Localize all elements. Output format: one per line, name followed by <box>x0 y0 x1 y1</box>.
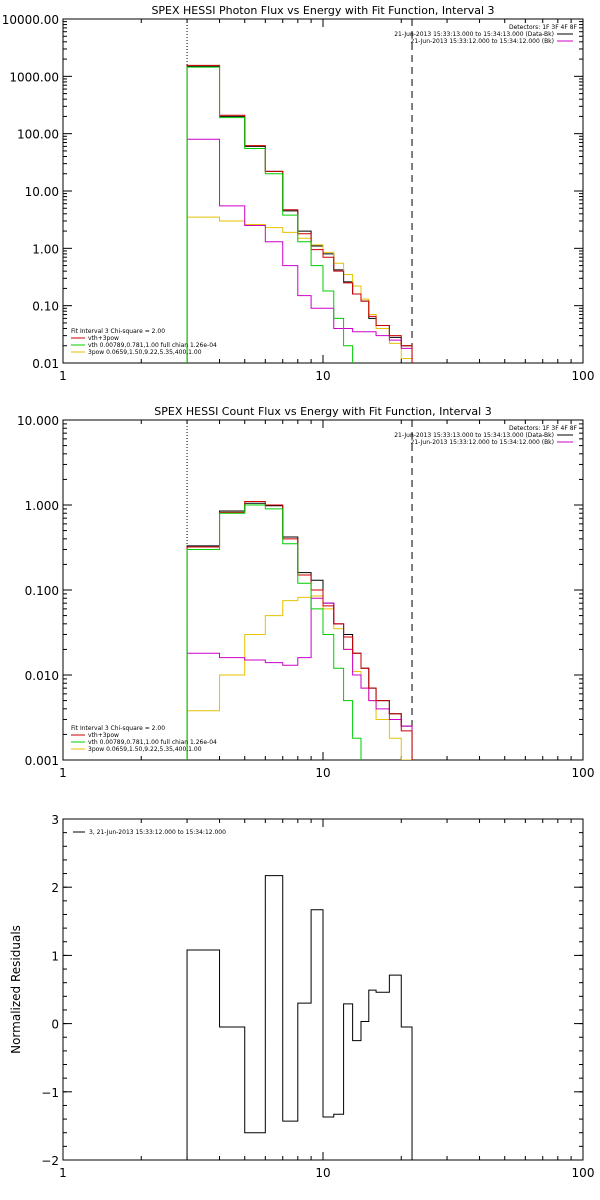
y-tick-label: 2 <box>51 881 59 895</box>
y-tick-label: 0.01 <box>32 357 59 371</box>
fit-legend-header: Fit Interval 3 Chi-square = 2.00 <box>71 725 165 732</box>
legend-entry: 3, 21-Jun-2013 15:33:12.000 to 15:34:12.… <box>89 829 226 836</box>
chart-panel-1: SPEX HESSI Photon Flux vs Energy with Fi… <box>2 4 595 383</box>
fit-legend-entry: vth 0.00789,0.781,1.00 full chian 1.26e-… <box>88 342 217 349</box>
x-tick-label: 1 <box>59 1166 67 1180</box>
series-step-line <box>186 502 413 760</box>
y-tick-label: 10.00 <box>25 185 59 199</box>
chart-title: SPEX HESSI Photon Flux vs Energy with Fi… <box>151 4 494 17</box>
y-tick-label: 0.100 <box>25 584 59 598</box>
fit-legend-entry: vth 0.00789,0.781,1.00 full chian 1.26e-… <box>88 739 217 746</box>
y-axis-label: Normalized Residuals <box>9 925 23 1054</box>
series-step-line <box>186 138 413 363</box>
legend-entry: 21-Jun-2013 15:33:13.000 to 15:34:13.000… <box>394 31 554 38</box>
y-tick-label: 1.00 <box>32 242 59 256</box>
series-step-line <box>186 875 413 1160</box>
legend-header: Detectors: 1F 3F 4F 8F <box>509 24 578 31</box>
y-tick-label: 0.10 <box>32 300 59 314</box>
chart-panel-3: 1 10 100 −2 −1 0 1 2 3 Normalized Residuals 3, 21-… <box>9 813 594 1180</box>
chart-panel-2: SPEX HESSI Count Flux vs Energy with Fit… <box>17 405 595 780</box>
series-step-line <box>186 595 413 760</box>
y-tick-label: 0.001 <box>25 754 59 768</box>
y-tick-label: −1 <box>41 1086 59 1100</box>
x-tick-label: 100 <box>572 1166 595 1180</box>
y-tick-label: −2 <box>41 1154 59 1168</box>
x-tick-label: 1 <box>59 766 67 780</box>
x-tick-label: 10 <box>315 766 330 780</box>
fit-legend-entry: vth+3pow <box>88 732 119 739</box>
series-step-line <box>186 65 413 363</box>
y-tick-label: 1.000 <box>25 499 59 513</box>
chart-title: SPEX HESSI Count Flux vs Energy with Fit… <box>154 405 491 418</box>
y-tick-label: 0.010 <box>25 669 59 683</box>
fit-legend-header: Fit Interval 3 Chi-square = 2.00 <box>71 328 165 335</box>
x-tick-label: 10 <box>315 1166 330 1180</box>
x-tick-label: 100 <box>572 369 595 383</box>
y-tick-label: 3 <box>51 813 59 827</box>
legend-header: Detectors: 1F 3F 4F 8F <box>509 425 578 432</box>
y-tick-label: 1 <box>51 949 59 963</box>
legend-entry: 21-Jun-2013 15:33:12.000 to 15:34:12.000… <box>411 439 554 446</box>
y-tick-label: 1000.00 <box>9 70 59 84</box>
y-tick-label: 100.00 <box>17 128 59 142</box>
x-tick-label: 10 <box>315 369 330 383</box>
series-step-line <box>186 216 413 363</box>
legend-entry: 21-Jun-2013 15:33:12.000 to 15:34:12.000… <box>411 38 554 45</box>
series-step-line <box>186 66 354 363</box>
y-tick-label: 0 <box>51 1018 59 1032</box>
x-tick-label: 100 <box>572 766 595 780</box>
fit-legend-entry: vth+3pow <box>88 335 119 342</box>
series-step-line <box>186 504 362 760</box>
series-step-line <box>186 64 413 363</box>
fit-legend-entry: 3pow 0.0659,1.50,9.22,5.35,400,1.00 <box>88 349 202 356</box>
y-tick-label: 10.000 <box>17 414 59 428</box>
plot-frame <box>62 18 584 364</box>
fit-legend-entry: 3pow 0.0659,1.50,9.22,5.35,400,1.00 <box>88 746 202 753</box>
y-tick-label: 10000.00 <box>2 13 59 27</box>
legend-entry: 21-Jun-2013 15:33:13.000 to 15:34:13.000… <box>394 432 554 439</box>
series-step-line <box>186 500 413 760</box>
x-tick-label: 1 <box>59 369 67 383</box>
series-step-line <box>186 597 413 760</box>
